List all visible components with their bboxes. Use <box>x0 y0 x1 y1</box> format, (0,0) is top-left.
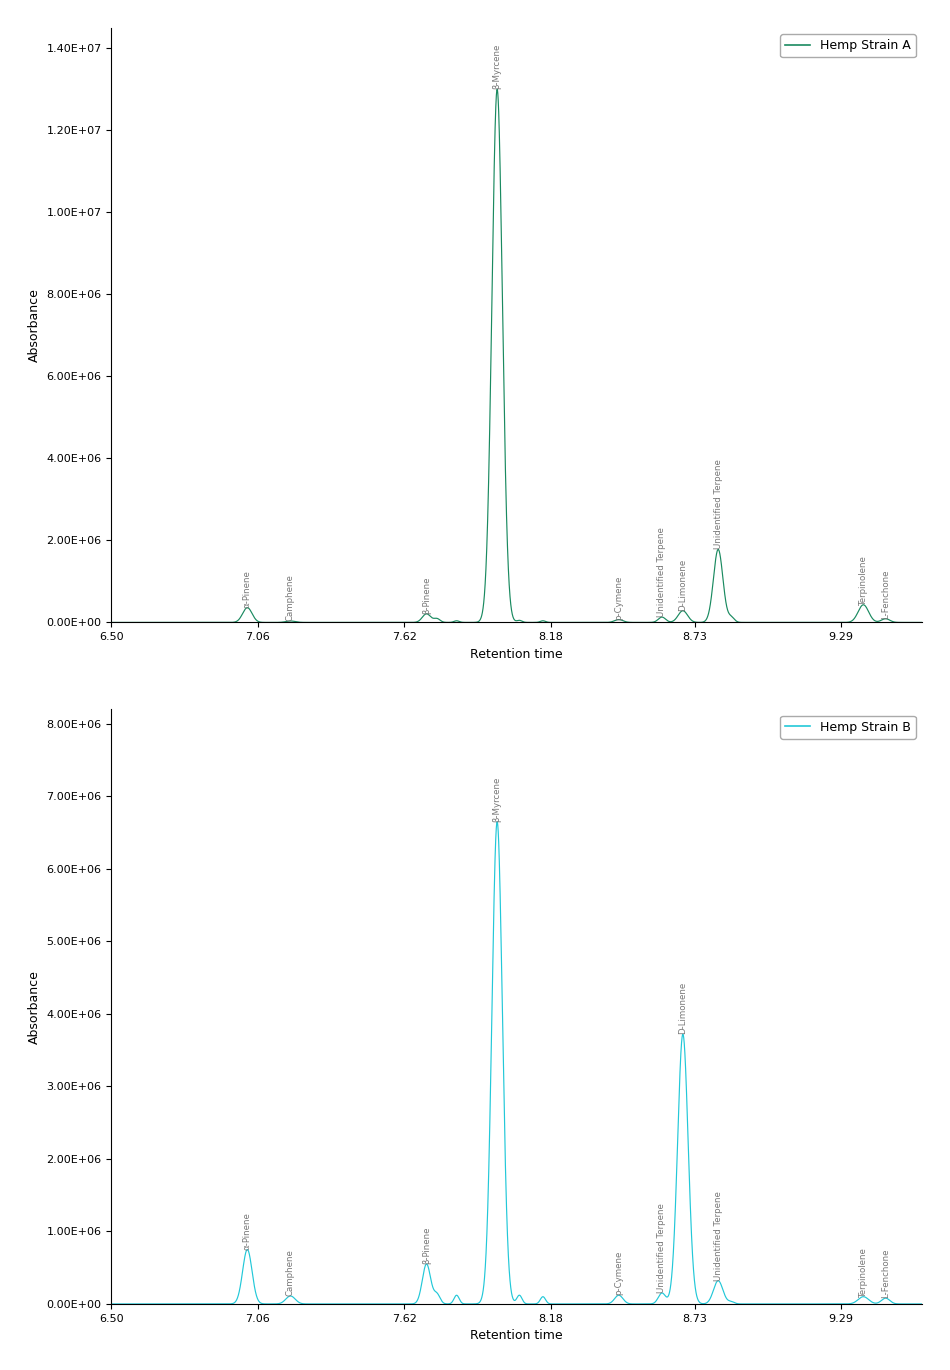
Text: β-Pinene: β-Pinene <box>422 577 431 614</box>
Text: β-Pinene: β-Pinene <box>422 1226 431 1265</box>
Text: Terpinolene: Terpinolene <box>859 555 868 604</box>
Text: D-Limonene: D-Limonene <box>678 982 688 1034</box>
Legend: Hemp Strain B: Hemp Strain B <box>780 715 916 738</box>
Text: β-Myrcene: β-Myrcene <box>493 777 502 822</box>
Text: p-Cymene: p-Cymene <box>615 1251 623 1295</box>
Text: α-Pinene: α-Pinene <box>243 1211 252 1249</box>
Text: p-Cymene: p-Cymene <box>615 575 623 619</box>
Text: Camphene: Camphene <box>286 574 295 621</box>
Text: β-Myrcene: β-Myrcene <box>493 44 502 89</box>
Text: L-Fenchone: L-Fenchone <box>881 1248 890 1299</box>
Y-axis label: Absorbance: Absorbance <box>28 288 41 362</box>
Text: Unidentified Terpene: Unidentified Terpene <box>713 1191 723 1281</box>
Text: Unidentified Terpene: Unidentified Terpene <box>657 527 667 616</box>
Text: L-Fenchone: L-Fenchone <box>881 569 890 619</box>
X-axis label: Retention time: Retention time <box>470 1329 563 1343</box>
Text: Camphene: Camphene <box>286 1249 295 1296</box>
X-axis label: Retention time: Retention time <box>470 648 563 660</box>
Text: Terpinolene: Terpinolene <box>859 1247 868 1296</box>
Legend: Hemp Strain A: Hemp Strain A <box>780 34 916 58</box>
Text: D-Limonene: D-Limonene <box>678 559 688 611</box>
Text: Unidentified Terpene: Unidentified Terpene <box>657 1203 667 1293</box>
Y-axis label: Absorbance: Absorbance <box>28 970 41 1044</box>
Text: Unidentified Terpene: Unidentified Terpene <box>713 459 723 549</box>
Text: α-Pinene: α-Pinene <box>243 570 252 608</box>
